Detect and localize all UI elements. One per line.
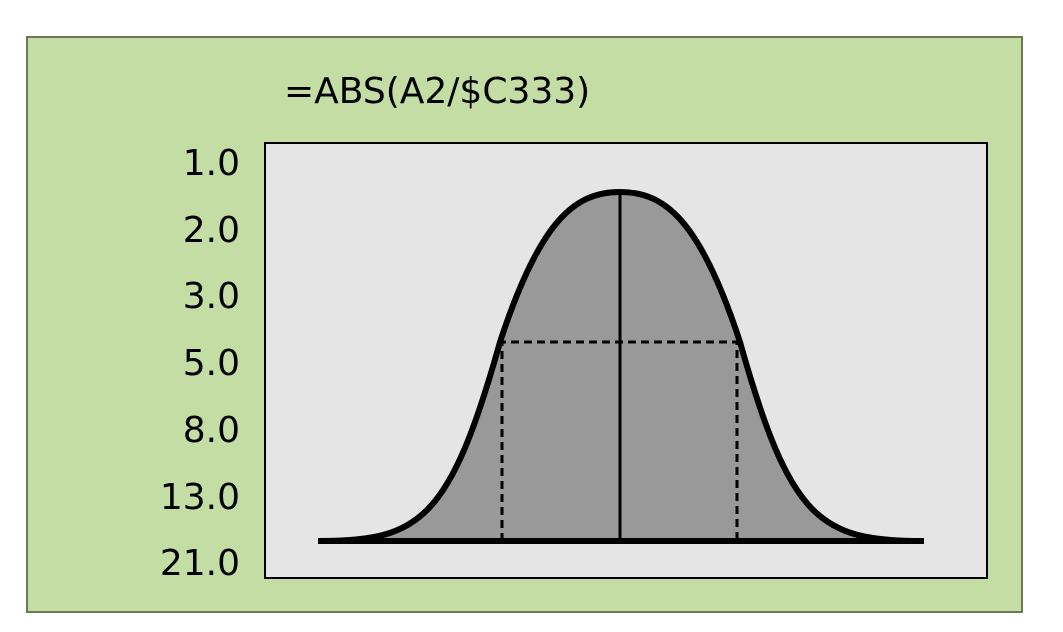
y-label: 13.0 — [159, 477, 240, 518]
y-label: 1.0 — [182, 143, 240, 184]
y-label: 3.0 — [182, 276, 240, 317]
y-label: 5.0 — [182, 343, 240, 384]
y-label: 2.0 — [182, 210, 240, 251]
y-label: 8.0 — [182, 410, 240, 451]
formula-text: =ABS(A2/$C333) — [284, 71, 591, 112]
y-label: 21.0 — [159, 543, 240, 584]
bell-curve-outline — [319, 188, 923, 544]
